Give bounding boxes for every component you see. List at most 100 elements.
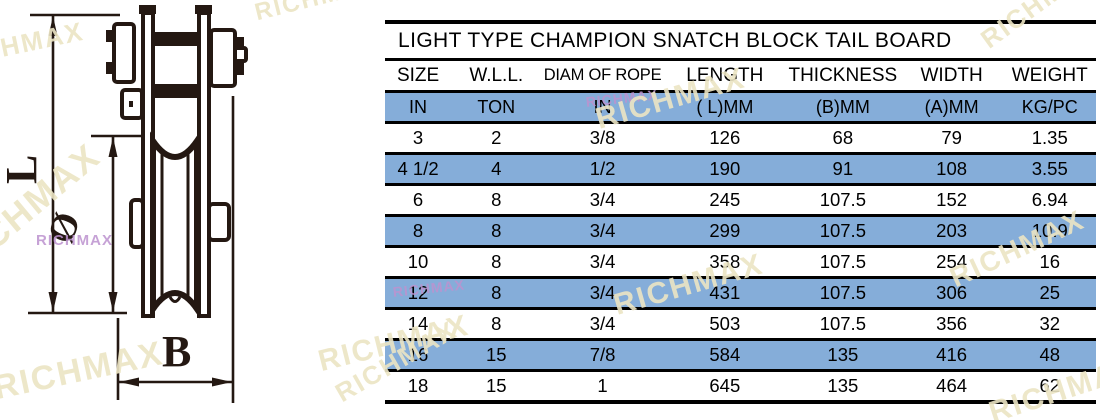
col-header-length: LENGTH: [686, 65, 764, 86]
table-cell: 245: [709, 189, 741, 210]
unit-wll: TON: [477, 97, 516, 117]
header-row: SIZE W.L.L. DIAM OF ROPE LENGTH THICKNES…: [385, 61, 1096, 92]
spec-table: SIZE W.L.L. DIAM OF ROPE LENGTH THICKNES…: [385, 61, 1096, 404]
right-lug: [207, 202, 231, 242]
table-cell: 32: [1039, 313, 1061, 334]
unit-width: (A)MM: [924, 97, 979, 117]
col-header-thickness: THICKNESS: [788, 65, 898, 86]
dim-label-L: L: [0, 155, 46, 184]
table-cell: 3: [412, 127, 424, 148]
table-cell: 3/4: [589, 282, 616, 303]
diagram-area: L Ø B: [0, 0, 380, 420]
left-bracket: [112, 22, 136, 84]
table-cell: 431: [709, 282, 741, 303]
table-cell: 16: [407, 344, 429, 365]
col-header-weight: WEIGHT: [1011, 65, 1088, 86]
col-header-size: SIZE: [396, 65, 440, 86]
block-side-view: [106, 5, 248, 319]
table-cell: 91: [832, 158, 854, 179]
table-cell: 8: [491, 251, 502, 272]
table-cell: 3.55: [1031, 158, 1068, 179]
snatch-block-diagram: L Ø B: [0, 5, 248, 403]
table-cell: 8: [491, 189, 502, 210]
head-crossbar-top: [152, 32, 200, 46]
table-cell: 135: [827, 375, 859, 396]
table-cell: 3/4: [589, 189, 616, 210]
table-row: 8 8 3/4 299 107.5 203 10.9: [385, 215, 1096, 247]
table-cell: 356: [936, 313, 968, 334]
table-cell: 10: [407, 251, 429, 272]
unit-weight: KG/PC: [1021, 97, 1078, 117]
units-row: IN TON IN ( L)MM (B)MM (A)MM KG/PC: [385, 91, 1096, 123]
table-cell: 7/8: [589, 344, 616, 365]
table-row: 3 2 3/8 126 68 79 1.35: [385, 123, 1096, 154]
table-cell: 12: [407, 282, 429, 303]
table-cell: 358: [709, 251, 741, 272]
table-cell: 503: [709, 313, 741, 334]
head-crossbar-bottom: [152, 84, 200, 98]
table-cell: 18: [407, 375, 429, 396]
table-cell: 4 1/2: [397, 158, 439, 179]
table-cell: 3/8: [589, 127, 616, 148]
table-cell: 190: [709, 158, 741, 179]
table-cell: 416: [936, 344, 968, 365]
table-cell: 2: [491, 127, 502, 148]
table-cell: 152: [936, 189, 968, 210]
table-row: 18 15 1 645 135 464 62: [385, 371, 1096, 402]
col-header-wll: W.L.L.: [469, 65, 524, 86]
table-cell: 584: [709, 344, 741, 365]
table-cell: 126: [709, 127, 741, 148]
table-cell: 6.94: [1031, 189, 1068, 210]
dimension-B: B: [116, 96, 235, 403]
table-cell: 8: [491, 313, 502, 334]
table-cell: 3/4: [589, 220, 616, 241]
table-cell: 306: [936, 282, 968, 303]
table-cell: 15: [485, 375, 507, 396]
dimension-L: L: [0, 13, 127, 315]
sheave-section: [150, 131, 200, 319]
table-cell: 4: [491, 158, 502, 179]
right-fitting: [209, 28, 237, 88]
col-header-diam-of-rope: DIAM OF ROPE: [543, 66, 662, 84]
table-cell: 8: [412, 220, 424, 241]
table-title: LIGHT TYPE CHAMPION SNATCH BLOCK TAIL BO…: [385, 20, 1096, 61]
table-row: 14 8 3/4 503 107.5 356 32: [385, 309, 1096, 340]
table-cell: 3/4: [589, 251, 616, 272]
unit-size: IN: [409, 97, 428, 117]
table-row: 4 1/2 4 1/2 190 91 108 3.55: [385, 153, 1096, 185]
table-cell: 108: [936, 158, 968, 179]
unit-diam: IN: [593, 97, 612, 117]
table-cell: 107.5: [819, 251, 866, 272]
table-cell: 107.5: [819, 313, 866, 334]
table-cell: 107.5: [819, 282, 866, 303]
left-lug: [129, 198, 145, 249]
unit-thickness: (B)MM: [815, 97, 870, 117]
table-cell: 299: [709, 220, 741, 241]
table-cell: 254: [936, 251, 968, 272]
table-cell: 10.9: [1031, 220, 1068, 241]
table-cell: 464: [936, 375, 968, 396]
table-cell: 16: [1039, 251, 1061, 272]
unit-length: ( L)MM: [696, 97, 754, 117]
table-cell: 8: [491, 282, 502, 303]
spec-table-panel: LIGHT TYPE CHAMPION SNATCH BLOCK TAIL BO…: [385, 20, 1096, 404]
table-cell: 68: [832, 127, 854, 148]
table-cell: 1: [597, 375, 608, 396]
table-cell: 25: [1039, 282, 1061, 303]
table-cell: 1.35: [1031, 127, 1068, 148]
col-header-width: WIDTH: [920, 65, 983, 86]
table-cell: 107.5: [819, 189, 866, 210]
table-cell: 15: [485, 344, 507, 365]
table-cell: 203: [936, 220, 968, 241]
dim-label-B: B: [162, 327, 191, 376]
table-cell: 107.5: [819, 220, 866, 241]
table-cell: 14: [407, 313, 429, 334]
table-cell: 645: [709, 375, 741, 396]
right-plate: [197, 11, 211, 318]
table-row: 12 8 3/4 431 107.5 306 25: [385, 277, 1096, 309]
table-row: 6 8 3/4 245 107.5 152 6.94: [385, 185, 1096, 216]
table-cell: 6: [412, 189, 424, 210]
table-cell: 79: [941, 127, 962, 148]
table-cell: 8: [491, 220, 502, 241]
